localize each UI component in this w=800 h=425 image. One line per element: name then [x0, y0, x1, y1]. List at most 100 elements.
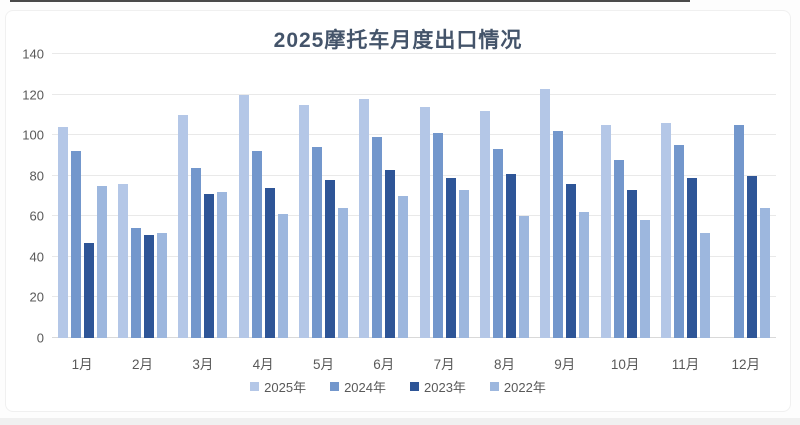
gridline-20 [52, 296, 776, 298]
bar-2025年-9月 [540, 88, 551, 338]
bar-2022年-8月 [518, 216, 529, 338]
x-axis-tick-label: 6月 [373, 357, 395, 372]
bar-group-2月 [112, 54, 172, 338]
bar-2022年-12月 [760, 208, 771, 338]
y-axis-tick-label: 20 [29, 289, 44, 305]
x-axis-tick-label: 2月 [131, 357, 153, 372]
x-axis-tick-label: 3月 [192, 357, 214, 372]
bar-2022年-10月 [639, 220, 650, 338]
bar-2023年-7月 [445, 177, 456, 338]
bar-2025年-2月 [117, 183, 128, 338]
bar-2023年-5月 [324, 179, 335, 338]
x-axis-tick-label: 11月 [671, 357, 700, 372]
legend-item-2024年: 2024年 [330, 377, 386, 396]
bar-group-11月 [655, 54, 715, 338]
bar-2025年-3月 [178, 114, 189, 338]
x-axis-tick-label: 12月 [731, 357, 761, 372]
bar-2024年-9月 [553, 131, 564, 338]
bar-group-5月 [293, 54, 353, 338]
y-axis-tick-label: 100 [22, 127, 44, 143]
y-axis-tick-label: 120 [22, 87, 44, 103]
bar-2022年-5月 [337, 208, 348, 338]
bar-2022年-7月 [458, 189, 469, 338]
legend-swatch-icon [330, 382, 340, 391]
x-axis-tick-label: 8月 [493, 357, 515, 372]
x-axis-tick-label: 9月 [554, 357, 576, 372]
bar-2024年-8月 [492, 149, 503, 338]
chart-legend: 2025年 2024年 2023年 2022年 [6, 377, 790, 396]
bar-2023年-6月 [385, 169, 396, 338]
legend-label: 2023年 [424, 380, 466, 395]
bar-2023年-8月 [505, 173, 516, 338]
x-axis-tick-label: 5月 [312, 357, 334, 372]
bar-2025年-10月 [600, 125, 611, 338]
bar-group-1月 [52, 54, 112, 338]
bar-2024年-6月 [372, 137, 383, 338]
bar-2025年-11月 [660, 122, 671, 338]
bar-2023年-11月 [686, 177, 697, 338]
bar-2022年-3月 [217, 191, 228, 338]
bar-2024年-1月 [70, 151, 81, 338]
bar-group-4月 [233, 54, 293, 338]
x-axis-tick-label: 7月 [433, 357, 455, 372]
gridline-40 [52, 255, 776, 257]
bar-group-12月 [716, 54, 776, 338]
plot-area: 0 20 40 60 80 100 120 140 [22, 47, 776, 346]
bar-group-7月 [414, 54, 474, 338]
bar-2022年-9月 [579, 212, 590, 338]
legend-item-2023年: 2023年 [410, 377, 466, 396]
gridline-0 [52, 337, 776, 338]
y-axis-tick-label: 60 [29, 208, 44, 224]
bar-2022年-1月 [96, 185, 107, 338]
gridline-80 [52, 174, 776, 176]
chart-card: 2025摩托车月度出口情况 0 20 40 60 80 100 120 140 1月 2月 3月 4… [5, 10, 791, 412]
bar-2025年-4月 [238, 94, 249, 338]
bar-group-9月 [535, 54, 595, 338]
bar-2023年-4月 [264, 187, 275, 338]
legend-swatch-icon [489, 382, 499, 391]
legend-label: 2024年 [344, 380, 386, 395]
bar-2022年-6月 [398, 196, 409, 338]
bar-2023年-2月 [143, 234, 154, 338]
bar-2024年-7月 [432, 133, 443, 338]
bar-2023年-10月 [626, 189, 637, 338]
y-axis-tick-label: 40 [29, 249, 44, 265]
bar-groups [52, 54, 776, 338]
bar-2025年-6月 [359, 98, 370, 338]
bar-2025年-7月 [419, 106, 430, 338]
bar-2022年-4月 [277, 214, 288, 338]
top-border-line [10, 0, 690, 2]
bar-2025年-1月 [57, 127, 68, 338]
gridline-140 [52, 53, 776, 54]
bar-2025年-5月 [298, 104, 309, 338]
bar-2024年-11月 [673, 145, 684, 338]
bar-group-3月 [173, 54, 233, 338]
bar-2023年-9月 [566, 183, 577, 338]
bar-group-10月 [595, 54, 655, 338]
x-axis-tick-label: 4月 [252, 357, 274, 372]
y-axis-tick-label: 80 [29, 168, 44, 184]
legend-item-2025年: 2025年 [250, 377, 306, 396]
bar-group-6月 [354, 54, 414, 338]
bar-2024年-4月 [251, 151, 262, 338]
legend-swatch-icon [250, 382, 260, 391]
bar-2023年-3月 [204, 193, 215, 338]
chart-title: 2025摩托车月度出口情况 [273, 29, 523, 52]
bottom-page-strip [0, 418, 800, 425]
bar-2024年-10月 [613, 159, 624, 338]
gridline-60 [52, 215, 776, 217]
legend-label: 2025年 [264, 380, 307, 395]
bar-2024年-5月 [311, 147, 322, 338]
bar-2024年-3月 [191, 167, 202, 338]
x-axis-tick-label: 1月 [71, 357, 93, 372]
bar-2025年-8月 [479, 110, 490, 338]
x-axis-tick-label: 10月 [610, 357, 640, 372]
bar-2023年-1月 [83, 242, 94, 338]
bar-group-8月 [474, 54, 534, 338]
legend-item-2022年: 2022年 [489, 377, 546, 396]
bar-2024年-12月 [734, 125, 745, 338]
bar-2022年-11月 [699, 232, 710, 338]
legend-swatch-icon [410, 382, 419, 391]
bar-2024年-2月 [130, 228, 141, 338]
